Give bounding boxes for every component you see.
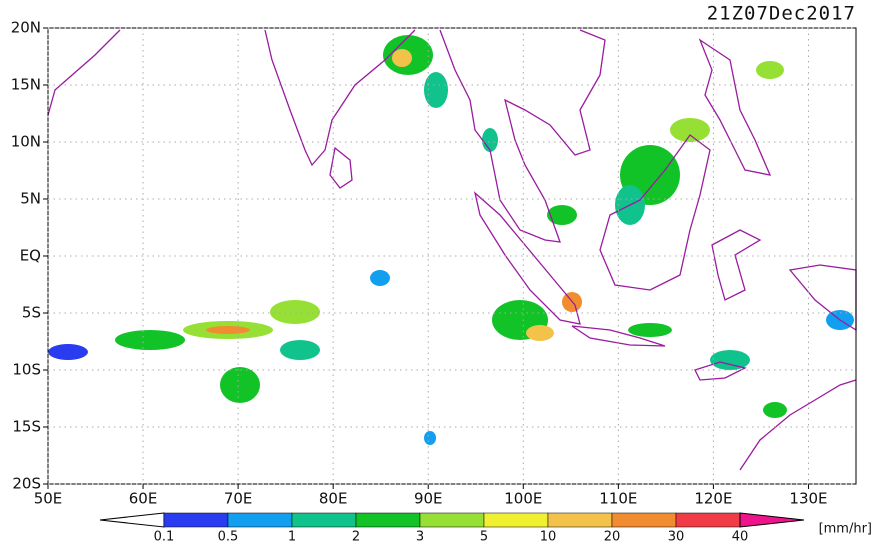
coastline bbox=[739, 379, 857, 471]
map-title: 21Z07Dec2017 bbox=[707, 3, 856, 25]
colorbar-box bbox=[611, 512, 677, 528]
colorbar-label: 1 bbox=[288, 530, 296, 544]
rain-area bbox=[280, 340, 320, 360]
rain-area bbox=[370, 270, 390, 286]
coastline bbox=[473, 191, 581, 325]
precipitation bbox=[48, 35, 854, 445]
rain-area bbox=[670, 118, 710, 142]
coastline bbox=[698, 38, 772, 176]
colorbar-box bbox=[483, 512, 549, 528]
coastline bbox=[694, 361, 747, 381]
colorbar-box bbox=[419, 512, 485, 528]
rain-area bbox=[424, 431, 436, 445]
rain-area bbox=[628, 323, 672, 337]
x-tick-label: 100E bbox=[504, 490, 542, 508]
colorbar-box bbox=[547, 512, 613, 528]
y-tick-label: 15S bbox=[12, 418, 41, 436]
colorbar-box bbox=[355, 512, 421, 528]
colorbar-label: 2 bbox=[352, 530, 360, 544]
colorbar-label: 10 bbox=[540, 530, 557, 544]
colorbar-label: 0.5 bbox=[218, 530, 239, 544]
y-tick-label: EQ bbox=[20, 247, 41, 265]
x-tick-label: 60E bbox=[129, 490, 158, 508]
rain-area bbox=[392, 49, 412, 67]
colorbar-unit: [mm/hr] bbox=[819, 522, 872, 537]
rain-area bbox=[710, 350, 750, 370]
x-tick-label: 80E bbox=[319, 490, 348, 508]
x-tick-label: 110E bbox=[599, 490, 637, 508]
y-tick-label: 20S bbox=[12, 475, 41, 493]
colorbar-label: 0.1 bbox=[154, 530, 175, 544]
rain-area bbox=[756, 61, 784, 79]
coastline bbox=[711, 229, 762, 301]
x-tick-label: 70E bbox=[224, 490, 253, 508]
y-tick-label: 5S bbox=[22, 304, 41, 322]
colorbar-box bbox=[163, 512, 229, 528]
y-tick-label: 10N bbox=[11, 133, 41, 151]
rain-area bbox=[206, 326, 250, 334]
rain-area bbox=[115, 330, 185, 350]
coastline bbox=[439, 29, 606, 243]
coastline bbox=[47, 29, 121, 116]
colorbar-label: 5 bbox=[480, 530, 488, 544]
colorbar-label: 3 bbox=[416, 530, 424, 544]
rain-area bbox=[482, 128, 498, 152]
y-tick-label: 20N bbox=[11, 19, 41, 37]
x-tick-label: 130E bbox=[789, 490, 827, 508]
colorbar-label: 20 bbox=[604, 530, 621, 544]
coastline bbox=[264, 29, 416, 167]
rain-area bbox=[270, 300, 320, 324]
colorbar-label: 30 bbox=[668, 530, 685, 544]
coastline bbox=[571, 325, 666, 347]
x-tick-label: 120E bbox=[694, 490, 732, 508]
colorbar-over bbox=[739, 512, 805, 528]
x-tick-label: 50E bbox=[34, 490, 63, 508]
colorbar-box bbox=[675, 512, 741, 528]
rain-area bbox=[48, 344, 88, 360]
colorbar-box bbox=[291, 512, 357, 528]
y-tick-label: 5N bbox=[20, 190, 41, 208]
rain-area bbox=[220, 367, 260, 403]
coastline bbox=[329, 146, 353, 189]
rain-area bbox=[424, 72, 448, 108]
coastline bbox=[599, 134, 711, 291]
colorbar-label: 40 bbox=[732, 530, 749, 544]
rain-area bbox=[763, 402, 787, 418]
x-tick-label: 90E bbox=[414, 490, 443, 508]
coastlines bbox=[47, 29, 857, 471]
y-tick-label: 15N bbox=[11, 76, 41, 94]
rain-area bbox=[526, 325, 554, 341]
rain-area bbox=[547, 205, 577, 225]
y-tick-label: 10S bbox=[12, 361, 41, 379]
colorbar-box bbox=[227, 512, 293, 528]
